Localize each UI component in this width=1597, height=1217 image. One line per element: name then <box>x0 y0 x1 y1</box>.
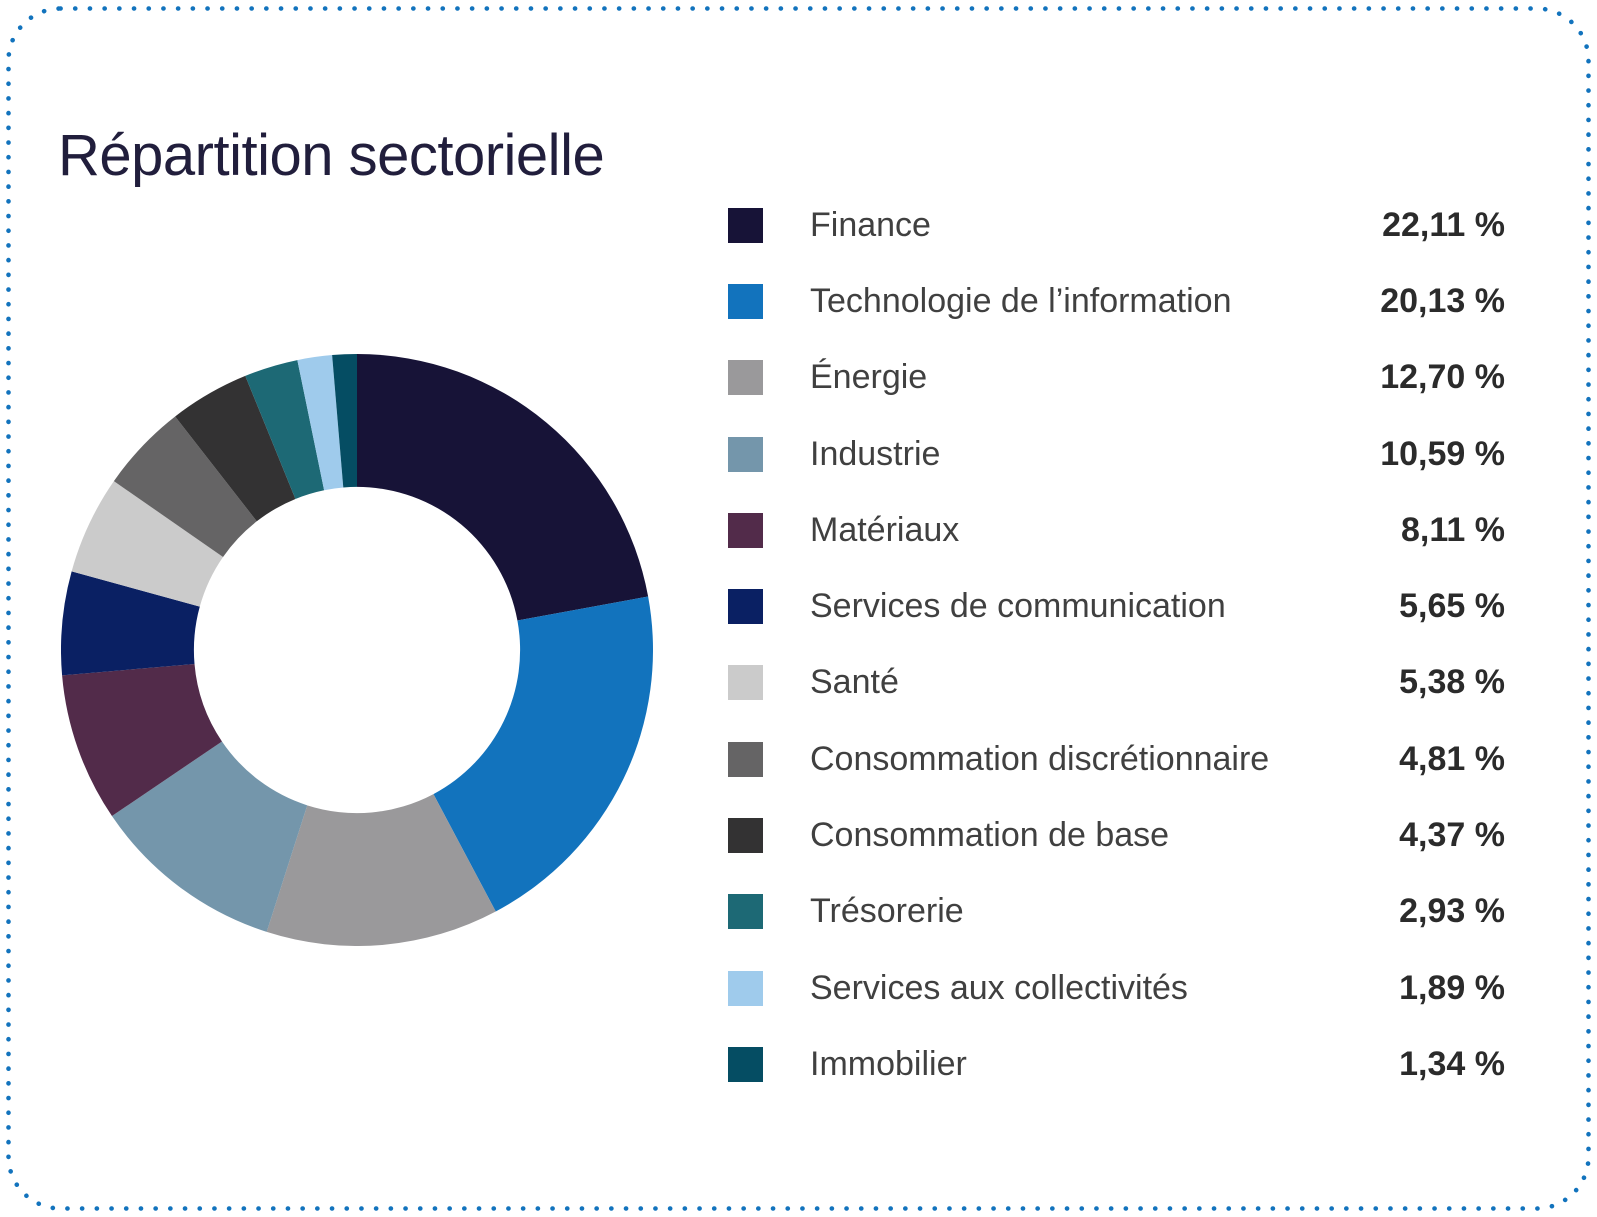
donut-segment-11 <box>297 355 344 491</box>
legend-label: Consommation discrétionnaire <box>810 739 1270 778</box>
legend-label: Trésorerie <box>810 892 964 931</box>
legend-value: 4,81 % <box>1399 739 1505 778</box>
legend-value: 5,65 % <box>1399 587 1505 626</box>
legend-item: Trésorerie 2,93 % <box>728 874 1505 950</box>
legend-label: Immobilier <box>810 1044 967 1083</box>
legend-swatch <box>728 589 763 625</box>
legend-label: Matériaux <box>810 510 960 549</box>
legend-value: 2,93 % <box>1399 892 1505 931</box>
legend-label: Services aux collectivités <box>810 968 1188 1007</box>
chart-title: Répartition sectorielle <box>58 123 605 188</box>
legend-label: Services de communication <box>810 587 1226 626</box>
legend-label: Finance <box>810 205 931 244</box>
legend-item: Immobilier 1,34 % <box>728 1026 1505 1102</box>
legend-value: 5,38 % <box>1399 663 1505 702</box>
legend-value: 22,11 % <box>1382 205 1505 244</box>
chart-legend: Finance 22,11 % Technologie de l’informati… <box>728 187 1505 1103</box>
legend-swatch <box>728 665 763 701</box>
donut-segment-9 <box>175 375 296 522</box>
legend-item: Technologie de l’information 20,13 % <box>728 263 1505 339</box>
legend-item: Services de communication 5,65 % <box>728 568 1505 644</box>
legend-swatch <box>728 436 763 472</box>
donut-segment-3 <box>266 794 496 946</box>
legend-swatch <box>728 1046 763 1082</box>
legend-swatch <box>728 512 763 548</box>
legend-value: 10,59 % <box>1380 434 1505 473</box>
legend-swatch <box>728 970 763 1006</box>
donut-segment-10 <box>245 360 325 499</box>
legend-item: Finance 22,11 % <box>728 187 1505 263</box>
donut-segment-2 <box>433 596 653 912</box>
legend-label: Technologie de l’information <box>810 281 1232 320</box>
legend-label: Santé <box>810 663 899 702</box>
legend-value: 20,13 % <box>1380 281 1505 320</box>
legend-item: Services aux collectivités 1,89 % <box>728 950 1505 1026</box>
legend-label: Consommation de base <box>810 816 1170 855</box>
donut-segment-7 <box>71 481 224 607</box>
legend-value: 4,37 % <box>1399 816 1505 855</box>
legend-item: Consommation discrétionnaire 4,81 % <box>728 721 1505 797</box>
legend-swatch <box>728 207 763 243</box>
legend-item: Industrie 10,59 % <box>728 416 1505 492</box>
legend-swatch <box>728 818 763 854</box>
legend-label: Énergie <box>810 358 928 397</box>
legend-item: Énergie 12,70 % <box>728 340 1505 416</box>
legend-item: Consommation de base 4,37 % <box>728 797 1505 873</box>
donut-segment-12 <box>332 354 357 488</box>
legend-value: 12,70 % <box>1380 358 1505 397</box>
legend-item: Matériaux 8,11 % <box>728 492 1505 568</box>
legend-value: 1,89 % <box>1399 968 1505 1007</box>
legend-item: Santé 5,38 % <box>728 645 1505 721</box>
donut-chart <box>61 354 653 946</box>
donut-segment-4 <box>111 741 308 932</box>
legend-swatch <box>728 283 763 319</box>
donut-segment-5 <box>62 663 222 817</box>
donut-segment-1 <box>357 354 649 621</box>
legend-swatch <box>728 741 763 777</box>
legend-label: Industrie <box>810 434 941 473</box>
legend-value: 1,34 % <box>1399 1044 1505 1083</box>
legend-swatch <box>728 894 763 930</box>
donut-segment-8 <box>113 416 257 557</box>
legend-swatch <box>728 360 763 396</box>
donut-segment-6 <box>61 571 200 676</box>
legend-value: 8,11 % <box>1401 510 1505 549</box>
